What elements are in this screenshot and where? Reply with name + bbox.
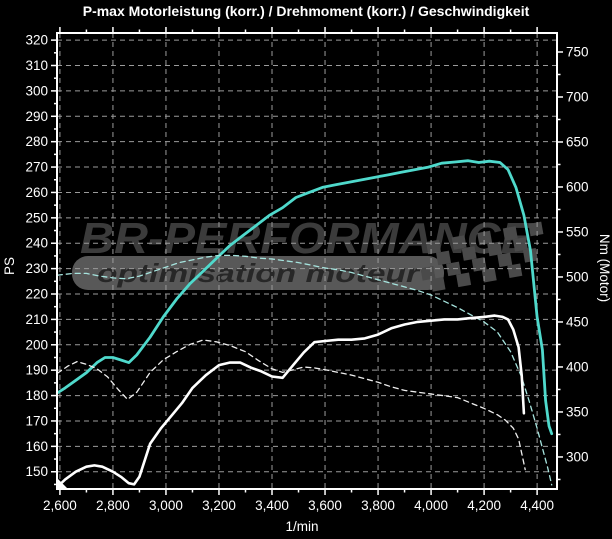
y-left-tick-label: 220	[25, 287, 48, 302]
x-tick-label: 2,800	[96, 498, 130, 513]
y-right-tick-label: 750	[566, 44, 589, 59]
x-tick-label: 4,000	[414, 498, 448, 513]
y-left-tick-label: 190	[25, 363, 48, 378]
y-right-tick-label: 400	[566, 359, 589, 374]
y-left-tick-label: 300	[25, 83, 48, 98]
watermark-tagline-text: optimisation moteur	[97, 258, 421, 288]
x-tick-label: 4,400	[520, 498, 554, 513]
y-right-tick-label: 600	[566, 179, 589, 194]
curve-torque-cyan-dashed	[56, 254, 553, 486]
x-axis-title: 1/min	[285, 519, 318, 534]
y-left-tick-label: 150	[25, 464, 48, 479]
y-left-tick-label: 180	[25, 388, 48, 403]
watermark-bar	[72, 256, 444, 290]
y-left-tick-label: 280	[25, 134, 48, 149]
y-left-tick-label: 210	[25, 312, 48, 327]
y-right-tick-label: 350	[566, 404, 589, 419]
y-right-tick-label: 550	[566, 224, 589, 239]
x-tick-label: 3,400	[255, 498, 289, 513]
y-left-tick-label: 290	[25, 109, 48, 124]
y-left-tick-label: 250	[25, 210, 48, 225]
y-left-axis-title: PS	[2, 257, 17, 275]
x-tick-label: 3,800	[361, 498, 395, 513]
curve-torque-white-dashed	[56, 339, 526, 471]
y-left-tick-label: 170	[25, 413, 48, 428]
axis-ticks	[51, 27, 563, 495]
y-left-tick-label: 200	[25, 337, 48, 352]
gridlines	[57, 33, 557, 489]
x-tick-label: 4,200	[467, 498, 501, 513]
y-left-tick-label: 230	[25, 261, 48, 276]
watermark-checkered-flag-icon	[420, 221, 544, 292]
y-left-tick-label: 160	[25, 439, 48, 454]
y-left-tick-label: 310	[25, 58, 48, 73]
axis-tick-labels: 150 160 170 180 190 200 210 220 230 240 250 260 270 2…	[25, 33, 588, 513]
curve-power-cyan-solid	[55, 159, 554, 436]
x-tick-label: 3,200	[202, 498, 236, 513]
y-left-tick-label: 270	[25, 160, 48, 175]
chart-title: P-max Motorleistung (korr.) / Drehmoment…	[82, 3, 530, 19]
y-right-tick-label: 500	[566, 269, 589, 284]
axis-titles: PS Nm (Motor) 1/min	[2, 234, 612, 534]
y-right-tick-label: 450	[566, 314, 589, 329]
x-tick-label: 3,000	[149, 498, 183, 513]
y-right-tick-label: 650	[566, 134, 589, 149]
y-right-tick-label: 700	[566, 89, 589, 104]
curve-power-white-solid	[56, 314, 526, 489]
y-left-tick-label: 240	[25, 236, 48, 251]
y-left-tick-label: 320	[25, 33, 48, 48]
y-right-tick-label: 300	[566, 449, 589, 464]
y-right-axis-title: Nm (Motor)	[597, 234, 612, 302]
x-tick-label: 2,600	[43, 498, 77, 513]
plot-border	[56, 32, 558, 490]
y-left-tick-label: 260	[25, 185, 48, 200]
x-tick-label: 3,600	[308, 498, 342, 513]
